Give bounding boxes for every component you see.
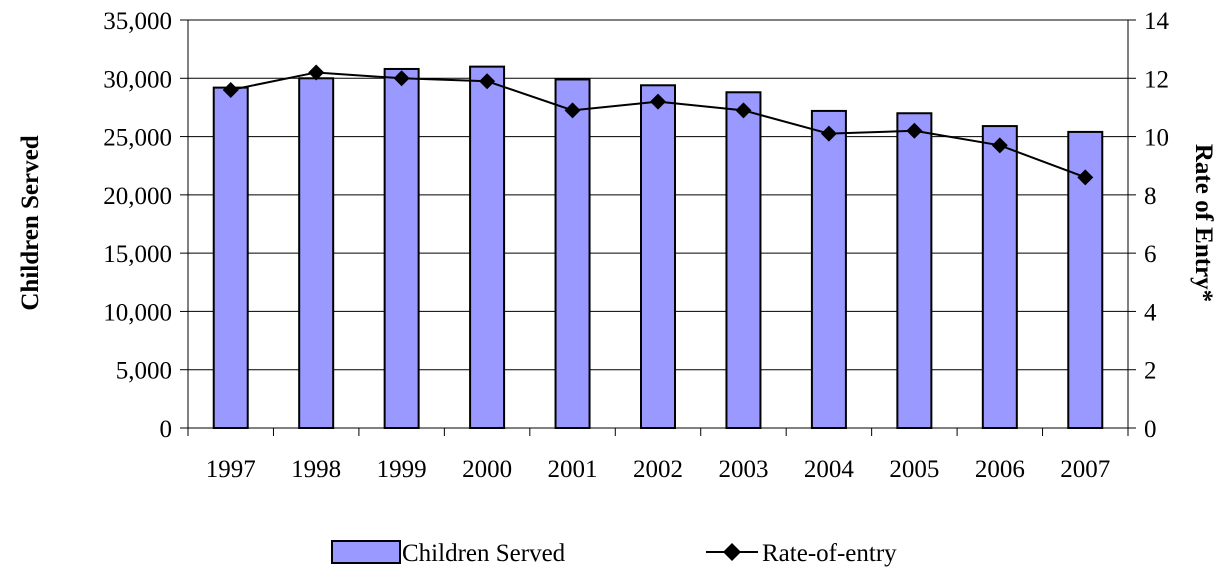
bar (640, 84, 676, 429)
line-marker (820, 125, 837, 142)
bar (383, 67, 420, 430)
legend-marker-rate-of-entry (723, 543, 741, 561)
x-tick-label: 1997 (206, 456, 256, 483)
x-tick-label: 2000 (462, 456, 512, 483)
legend-swatch-children-served (331, 540, 401, 564)
line-marker (650, 93, 666, 110)
bar (810, 109, 847, 429)
y-tick-label: 15,000 (103, 241, 172, 268)
y2-tick-label: 6 (1144, 241, 1157, 268)
line-marker (222, 81, 239, 98)
line-marker (735, 102, 752, 119)
plot-border (187, 19, 1129, 429)
line-marker (308, 64, 325, 81)
x-tick-label: 1998 (291, 456, 341, 483)
x-tick-label: 2007 (1060, 456, 1110, 483)
plot-area (187, 19, 1129, 429)
y2-tick-label: 2 (1144, 358, 1157, 385)
y-tick-label: 35,000 (103, 8, 172, 35)
bar (981, 125, 1018, 430)
bar (298, 77, 335, 430)
y-tick-label: 30,000 (103, 66, 172, 93)
y-tick-label: 25,000 (103, 125, 172, 152)
y2-tick-label: 14 (1144, 8, 1170, 35)
line-marker (564, 102, 581, 119)
x-tick-label: 2003 (718, 456, 768, 483)
y2-tick-label: 8 (1144, 183, 1157, 210)
x-tick-label: 2005 (889, 456, 939, 483)
y2-tick-label: 12 (1144, 66, 1169, 93)
y2-tick-label: 4 (1144, 299, 1157, 326)
x-tick-label: 2002 (633, 456, 683, 483)
line-marker (991, 137, 1008, 154)
bar (896, 112, 933, 429)
legend-label-rate-of-entry: Rate-of-entry (762, 540, 897, 567)
y2-tick-label: 0 (1144, 416, 1157, 443)
line-marker (479, 73, 496, 90)
line-marker (393, 70, 410, 87)
x-tick-label: 2004 (804, 456, 855, 483)
x-tick-label: 2006 (975, 456, 1025, 483)
bar-series (212, 65, 1104, 430)
line-marker (1077, 169, 1094, 186)
line-marker (906, 122, 923, 139)
y-tick-label: 20,000 (103, 183, 172, 210)
y-axis-title: Children Served (17, 135, 44, 310)
bar (554, 78, 591, 430)
y-tick-label: 10,000 (103, 299, 172, 326)
y2-axis-title: Rate of Entry* (1190, 144, 1217, 302)
y2-tick-label: 10 (1144, 125, 1169, 152)
y-tick-label: 5,000 (116, 358, 172, 385)
bar (725, 91, 762, 429)
x-tick-label: 2001 (548, 456, 598, 483)
legend: Children Served Rate-of-entry (331, 540, 897, 567)
line-series (222, 64, 1094, 186)
y-tick-label: 0 (160, 416, 173, 443)
legend-label-children-served: Children Served (402, 540, 566, 567)
bar (212, 86, 249, 430)
x-tick-label: 1999 (377, 456, 427, 483)
bar (469, 65, 506, 429)
axes: 0 5,000 10,000 15,000 20,000 25,000 30,000 35,0… (103, 8, 1169, 483)
